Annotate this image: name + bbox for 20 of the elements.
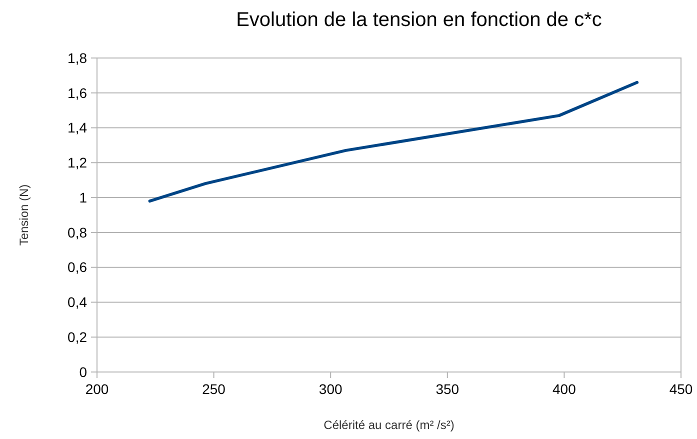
x-tick-label: 300 [318, 381, 342, 397]
y-tick-label: 1 [79, 189, 88, 206]
y-tick-label: 0,4 [68, 294, 88, 310]
y-tick-label: 0,2 [68, 329, 88, 346]
x-tick-label: 400 [552, 381, 576, 397]
line-series [148, 80, 639, 203]
x-tick-label: 350 [436, 381, 460, 397]
x-axis-title: Célérité au carré (m² /s²) [324, 418, 454, 432]
x-tick-label: 200 [85, 381, 109, 397]
y-tick-label: 1,4 [68, 120, 88, 136]
y-tick-label: 0,8 [68, 224, 88, 240]
chart-title: Evolution de la tension en fonction de c*c [236, 9, 602, 31]
y-axis-title: Tension (N) [17, 184, 31, 246]
y-tick-label: 0 [79, 364, 88, 380]
y-tick-label: 1,2 [68, 154, 88, 171]
x-tick-label: 450 [669, 381, 693, 397]
y-tick-label: 0,6 [68, 259, 88, 276]
y-tick-label: 1,6 [68, 84, 88, 101]
y-tick-label: 1,8 [68, 50, 88, 66]
x-tick-label: 250 [202, 381, 226, 397]
